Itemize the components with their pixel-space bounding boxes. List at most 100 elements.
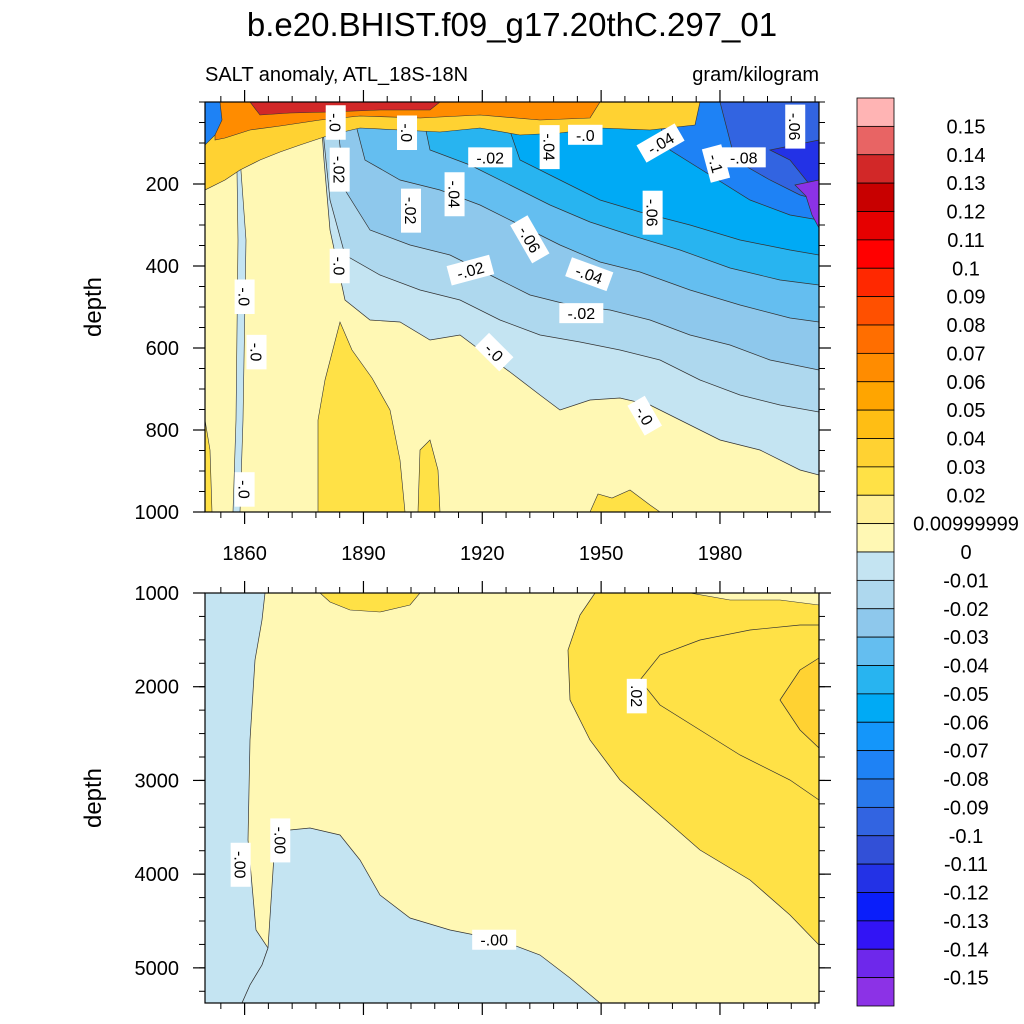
colorbar-swatch xyxy=(856,438,895,468)
contour-label: -.02 xyxy=(468,147,513,168)
contour-label: -.02 xyxy=(329,147,350,192)
contour-label-box xyxy=(568,124,603,145)
contour-label: -.0 xyxy=(568,124,603,145)
colorbar-label: -0.1 xyxy=(949,826,983,848)
colorbar-label: -0.07 xyxy=(943,741,989,763)
colorbar-label: 0 xyxy=(960,542,971,564)
contour-label: -.0 xyxy=(397,115,418,150)
contour-label: -.0 xyxy=(329,248,350,284)
contour-label-box xyxy=(565,257,614,292)
colorbar-swatch xyxy=(856,608,895,638)
colorbar-swatch xyxy=(856,494,895,525)
contour-label: -.04 xyxy=(539,125,560,170)
colorbar-swatch xyxy=(856,154,895,184)
y-tick-label: 5000 xyxy=(135,958,180,980)
top-panel: 200 400 600 800 1000 1860 1890 1920 1950 1980 -.0… xyxy=(80,90,831,565)
colorbar-swatch xyxy=(856,636,895,666)
chart-subtitle-left: SALT anomaly, ATL_18S-18N xyxy=(205,64,468,86)
contour-label: -.0 xyxy=(474,332,514,372)
top-panel-ylabel: depth xyxy=(80,277,107,337)
contour-label-text: -.02 xyxy=(330,156,347,184)
colorbar-label: 0.05 xyxy=(947,400,986,422)
colorbar-label: -0.09 xyxy=(943,797,989,819)
x-tick-label: 1950 xyxy=(579,543,624,565)
colorbar-swatch xyxy=(856,551,895,581)
contour-label-text: -.00 xyxy=(480,933,508,950)
bottom-panel-ylabel: depth xyxy=(80,768,107,828)
contour-label: -.06 xyxy=(642,190,663,235)
y-tick-label: 4000 xyxy=(135,864,180,886)
contour-label: -.02 xyxy=(400,188,421,233)
contour-label-text: -.06 xyxy=(643,199,660,227)
contour-label: -.0 xyxy=(325,105,346,140)
colorbar-swatch xyxy=(856,239,895,269)
y-tick-label: 1000 xyxy=(135,583,180,605)
contour-label: -.00 xyxy=(472,929,517,950)
colorbar-swatch xyxy=(856,296,895,326)
contour-label-text: -.0 xyxy=(235,480,252,499)
contour-label-box xyxy=(325,105,346,140)
top-panel-anomaly-15 xyxy=(794,179,819,229)
top-panel-warm-patch-left xyxy=(205,419,213,512)
chart-title: b.e20.BHIST.f09_g17.20thC.297_01 xyxy=(247,6,777,43)
contour-label: -.02 xyxy=(559,303,604,324)
colorbar-label: -0.03 xyxy=(943,627,989,649)
colorbar-swatch xyxy=(856,267,895,298)
contour-label-text: .02 xyxy=(627,685,644,707)
x-tick-label: 1860 xyxy=(222,543,267,565)
contour-label-box xyxy=(329,147,350,192)
contour-label: -.08 xyxy=(721,147,766,168)
colorbar-swatch xyxy=(856,211,895,241)
colorbar-label: -0.12 xyxy=(943,883,989,905)
contour-label: -.0 xyxy=(234,472,255,507)
colorbar-label: -0.01 xyxy=(943,570,989,592)
contour-label-text: -.04 xyxy=(445,180,462,208)
colorbar-swatch xyxy=(856,97,895,127)
top-panel-warm-patch-bottom xyxy=(589,489,661,512)
colorbar-swatch xyxy=(856,125,895,156)
contour-label-text: -.02 xyxy=(401,197,418,225)
contour-label-box xyxy=(230,842,251,887)
colorbar-label: 0.08 xyxy=(947,315,986,337)
colorbar-swatch xyxy=(856,750,895,780)
contour-label-box xyxy=(642,190,663,235)
colorbar-label: 0.11 xyxy=(947,230,984,252)
contour-label-box xyxy=(246,334,267,370)
x-tick-label: 1920 xyxy=(460,543,505,565)
contour-label-box xyxy=(468,147,513,168)
bottom-panel-axes: 1000 2000 3000 4000 5000 xyxy=(135,581,831,1015)
bottom-panel-contour-labels: .02 -.00 -.00 -.00 xyxy=(230,678,647,950)
contour-label: -.0 xyxy=(234,279,255,314)
colorbar-swatch xyxy=(856,778,895,808)
y-tick-label: 600 xyxy=(146,338,179,360)
contour-label-text: -.02 xyxy=(455,260,486,284)
colorbar-swatch xyxy=(856,324,895,354)
y-tick-label: 2000 xyxy=(135,677,180,699)
contour-label: -.04 xyxy=(444,172,465,217)
y-tick-label: 1000 xyxy=(135,502,180,524)
top-panel-axes: 200 400 600 800 1000 1860 1890 1920 1950 1980 xyxy=(135,90,831,565)
colorbar-label: 0.15 xyxy=(947,116,986,138)
contour-label: -.0 xyxy=(627,395,662,436)
chart-subtitle-right: gram/kilogram xyxy=(692,64,819,86)
y-tick-label: 800 xyxy=(146,420,179,442)
x-tick-label: 1980 xyxy=(698,543,743,565)
contour-label-box xyxy=(474,332,514,372)
x-tick-label: 1890 xyxy=(341,543,386,565)
contour-label-text: -.0 xyxy=(397,123,414,142)
contour-label-box xyxy=(397,115,418,150)
contour-label-box xyxy=(329,248,350,284)
contour-label-box xyxy=(446,254,495,286)
colorbar-swatch xyxy=(856,806,895,837)
colorbar-label: 0.04 xyxy=(947,429,986,451)
bottom-panel: 1000 2000 3000 4000 5000 .02 -.00 -.00 -.00 dep… xyxy=(80,581,831,1015)
colorbar-label: 0.09 xyxy=(947,287,986,309)
colorbar-label: -0.13 xyxy=(943,911,989,933)
colorbar-label: 0.02 xyxy=(947,485,986,507)
contour-label: -.06 xyxy=(785,104,806,149)
contour-label-text: -.04 xyxy=(540,133,557,161)
colorbar-label: -0.02 xyxy=(943,599,989,621)
colorbar-label: 0.13 xyxy=(947,173,986,195)
colorbar-swatch xyxy=(856,721,895,752)
contour-label-box xyxy=(721,147,766,168)
